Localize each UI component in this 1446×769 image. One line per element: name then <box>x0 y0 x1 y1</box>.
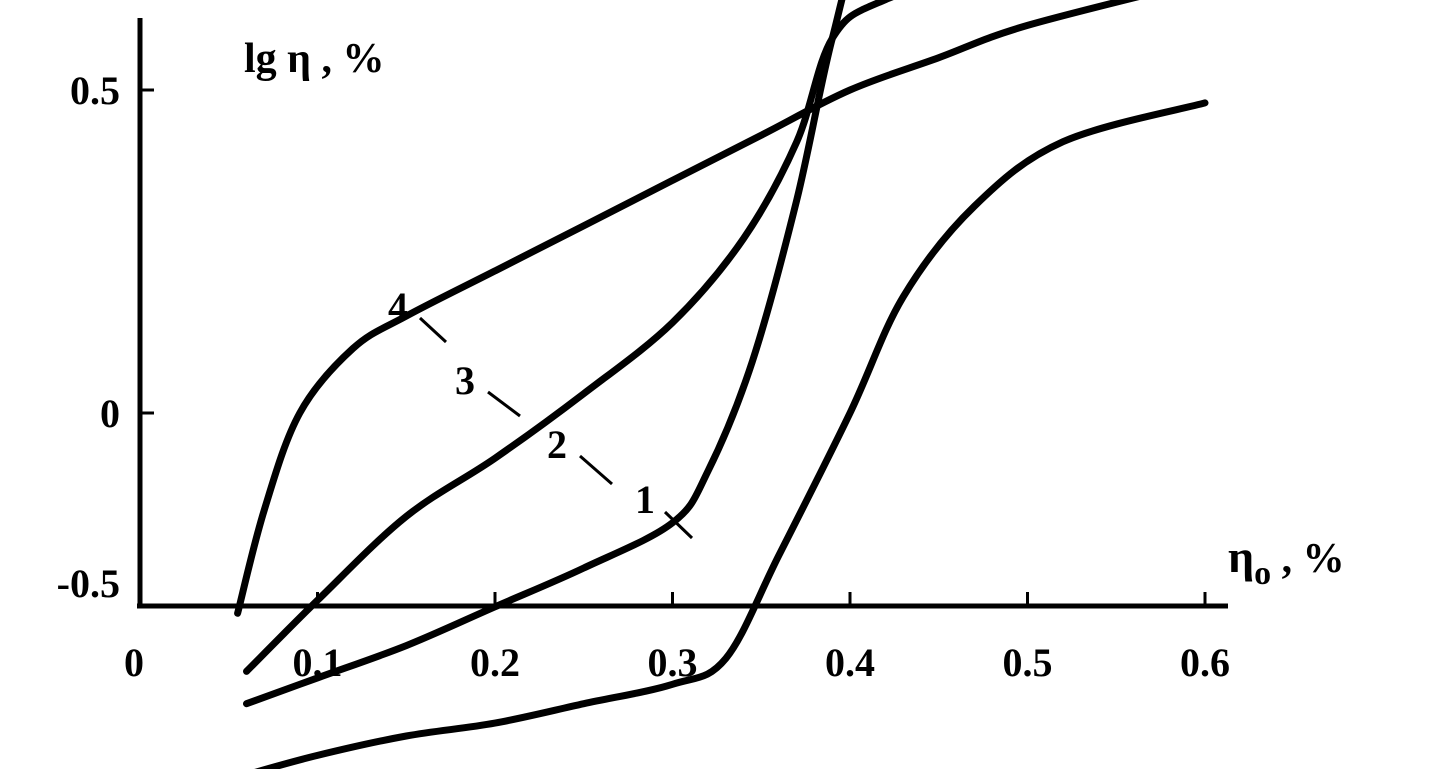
x-axis-title: ηo , % <box>1228 531 1345 592</box>
x-tick-label: 0.6 <box>1180 640 1230 685</box>
ticks: 00.10.20.30.40.50.6-0.500.51.0 <box>57 68 1230 685</box>
y-tick-label: 0 <box>100 391 120 436</box>
y-axis-title: lg η , % <box>244 36 385 82</box>
y-tick-label: 0.5 <box>70 68 120 113</box>
series-label-3: 3 <box>455 358 475 403</box>
x-axis-title-main: η <box>1228 531 1254 582</box>
series-leader-line-2 <box>579 454 613 486</box>
series-line-2 <box>243 0 846 708</box>
series-line-3 <box>243 0 894 675</box>
x-tick-label: 0.2 <box>470 640 520 685</box>
series-leader-line-1 <box>663 510 694 540</box>
series-line-1 <box>254 99 1209 769</box>
x-axis-title-unit: , % <box>1271 536 1345 582</box>
x-tick-label: 0.4 <box>825 640 875 685</box>
series-label-2: 2 <box>547 422 567 467</box>
series-labels: 1 2 3 4 <box>388 284 694 540</box>
series-label-4: 4 <box>388 284 408 329</box>
series-leader-line-4 <box>418 316 448 344</box>
x-tick-label: 0.5 <box>1003 640 1053 685</box>
series-line-4 <box>234 0 1140 617</box>
x-tick-label: 0 <box>124 640 144 685</box>
series-leader-line-3 <box>487 390 521 418</box>
x-axis-title-subscript: o <box>1254 555 1271 592</box>
y-tick-label: -0.5 <box>57 561 120 606</box>
series-label-1: 1 <box>635 477 655 522</box>
series-group <box>234 0 1209 769</box>
